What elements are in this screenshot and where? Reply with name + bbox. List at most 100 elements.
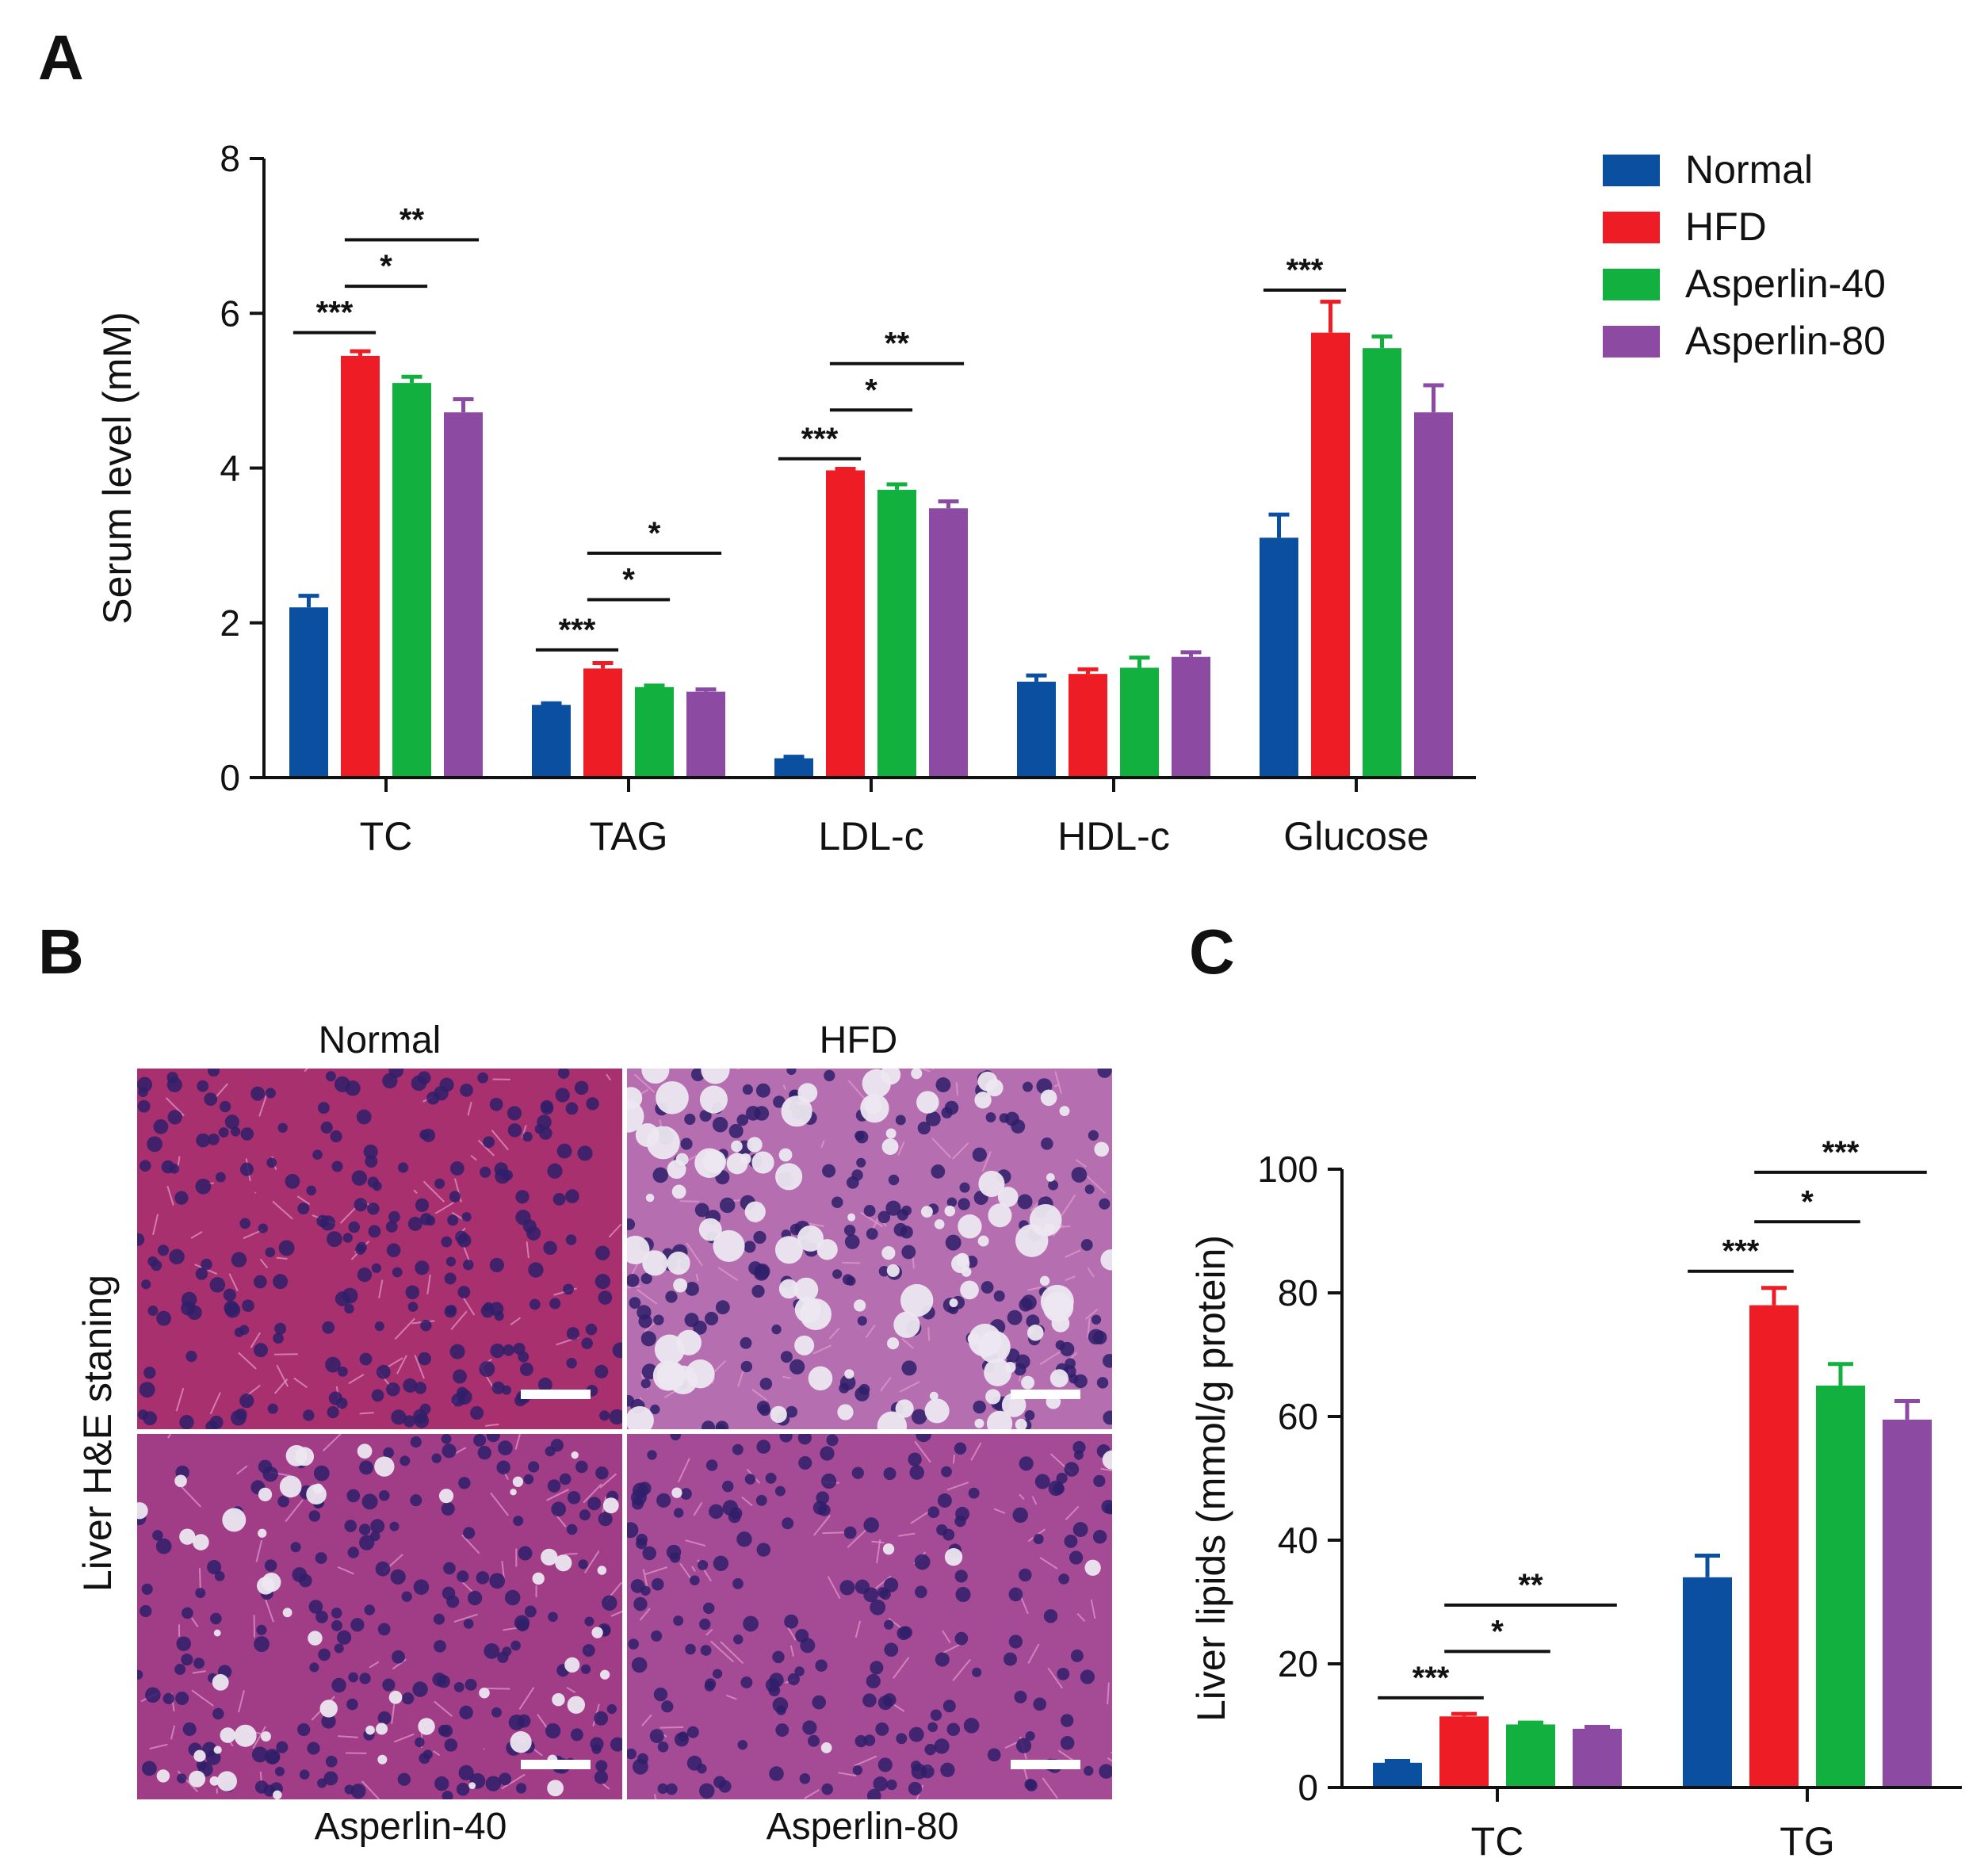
tissue-fiber bbox=[1027, 1643, 1040, 1664]
cell-nucleus bbox=[896, 1733, 908, 1745]
lipid-vacuole bbox=[193, 1534, 209, 1550]
tissue-fiber bbox=[827, 1576, 841, 1600]
cell-nucleus bbox=[364, 1604, 376, 1615]
cell-nucleus bbox=[1019, 1568, 1032, 1582]
significance-label: * bbox=[865, 373, 877, 407]
cell-nucleus bbox=[609, 1409, 622, 1425]
cell-nucleus bbox=[1093, 1474, 1106, 1487]
micrograph-label: Asperlin-80 bbox=[767, 1806, 959, 1848]
cell-nucleus bbox=[972, 1667, 982, 1677]
cell-nucleus bbox=[1101, 1500, 1112, 1514]
tissue-fiber bbox=[467, 1101, 472, 1116]
lipid-vacuole bbox=[1042, 1291, 1074, 1323]
cell-nucleus bbox=[884, 1619, 894, 1630]
legend-label: Asperlin-40 bbox=[1685, 262, 1886, 306]
cell-nucleus bbox=[744, 1241, 756, 1253]
lipid-vacuole bbox=[886, 1264, 900, 1277]
tissue-fiber bbox=[1065, 1505, 1080, 1520]
lipid-vacuole bbox=[189, 1770, 206, 1787]
micrograph-hfd bbox=[627, 1069, 1112, 1429]
x-category-label: HDL-c bbox=[1057, 814, 1170, 858]
cell-nucleus bbox=[642, 1546, 656, 1561]
cell-nucleus bbox=[374, 1321, 384, 1332]
lipid-vacuole bbox=[555, 1554, 572, 1572]
cell-nucleus bbox=[670, 1434, 681, 1441]
cell-nucleus bbox=[174, 1191, 189, 1205]
lipid-vacuole bbox=[418, 1718, 435, 1735]
cell-nucleus bbox=[582, 1644, 595, 1657]
cell-nucleus bbox=[386, 1382, 400, 1397]
cell-nucleus bbox=[193, 1657, 205, 1669]
tissue-fiber bbox=[149, 1743, 168, 1750]
lipid-vacuole bbox=[308, 1631, 323, 1646]
cell-nucleus bbox=[370, 1519, 385, 1534]
lipid-vacuole bbox=[961, 1267, 972, 1277]
cell-nucleus bbox=[446, 1595, 460, 1608]
cell-nucleus bbox=[636, 1533, 648, 1546]
lipid-vacuole bbox=[376, 1722, 388, 1735]
cell-nucleus bbox=[444, 1738, 458, 1752]
cell-nucleus bbox=[326, 1231, 342, 1247]
y-tick-label: 40 bbox=[1278, 1520, 1318, 1561]
legend-label: HFD bbox=[1685, 205, 1767, 249]
lipid-vacuole bbox=[1015, 1418, 1027, 1429]
cell-nucleus bbox=[308, 1600, 323, 1614]
lipid-vacuole bbox=[808, 1366, 833, 1391]
cell-nucleus bbox=[412, 1681, 428, 1697]
cell-nucleus bbox=[732, 1578, 744, 1589]
tissue-fiber bbox=[191, 1689, 214, 1707]
cell-nucleus bbox=[1070, 1649, 1084, 1662]
cell-nucleus bbox=[510, 1640, 521, 1651]
cell-nucleus bbox=[700, 1645, 712, 1656]
cell-nucleus bbox=[397, 1162, 409, 1173]
cell-nucleus bbox=[680, 1488, 692, 1500]
cell-nucleus bbox=[1013, 1363, 1026, 1376]
tissue-fiber bbox=[192, 1670, 206, 1674]
tissue-fiber bbox=[339, 1206, 357, 1224]
cell-nucleus bbox=[594, 1711, 609, 1726]
cell-nucleus bbox=[407, 1302, 419, 1312]
lipid-vacuole bbox=[797, 1225, 824, 1252]
cell-nucleus bbox=[1073, 1450, 1084, 1460]
cell-nucleus bbox=[484, 1642, 500, 1659]
cell-nucleus bbox=[563, 1283, 574, 1295]
cell-nucleus bbox=[441, 1236, 453, 1248]
lipid-vacuole bbox=[816, 1239, 838, 1260]
cell-nucleus bbox=[935, 1652, 950, 1667]
tissue-fiber bbox=[677, 1458, 690, 1483]
lipid-vacuole bbox=[698, 1218, 722, 1241]
cell-nucleus bbox=[179, 1415, 194, 1429]
bar-asperlin-40-ldl-c bbox=[877, 489, 916, 778]
cell-nucleus bbox=[234, 1327, 244, 1337]
cell-nucleus bbox=[548, 1612, 558, 1623]
tissue-fiber bbox=[1039, 1557, 1058, 1570]
cell-nucleus bbox=[1088, 1329, 1104, 1345]
cell-nucleus bbox=[185, 1351, 197, 1363]
tissue-fiber bbox=[685, 1539, 706, 1547]
cell-nucleus bbox=[458, 1765, 474, 1781]
cell-nucleus bbox=[1069, 1550, 1084, 1565]
cell-nucleus bbox=[851, 1466, 864, 1479]
tissue-fiber bbox=[272, 1200, 293, 1220]
cell-nucleus bbox=[313, 1465, 330, 1482]
cell-nucleus bbox=[826, 1434, 839, 1447]
cell-nucleus bbox=[649, 1729, 664, 1744]
significance-label: *** bbox=[1722, 1234, 1760, 1269]
cell-nucleus bbox=[565, 1234, 577, 1245]
y-tick-label: 20 bbox=[1278, 1643, 1318, 1684]
cell-nucleus bbox=[699, 1618, 711, 1631]
tissue-fiber bbox=[1042, 1777, 1058, 1799]
cell-nucleus bbox=[786, 1069, 797, 1076]
tissue-fiber bbox=[259, 1258, 269, 1269]
lipid-vacuole bbox=[571, 1451, 579, 1459]
cell-nucleus bbox=[392, 1650, 405, 1664]
tissue-fiber bbox=[952, 1658, 971, 1681]
lipid-vacuole bbox=[949, 1298, 958, 1308]
chart-a: 0 2 4 6 8 TC TAG LDL-c HDL-c Glucose Serum level (… bbox=[95, 138, 1476, 858]
lipid-vacuole bbox=[900, 1283, 934, 1317]
lipid-vacuole bbox=[924, 1398, 950, 1424]
cell-nucleus bbox=[973, 1400, 986, 1414]
cell-nucleus bbox=[549, 1298, 561, 1310]
cell-nucleus bbox=[690, 1575, 700, 1585]
cell-nucleus bbox=[529, 1298, 541, 1310]
